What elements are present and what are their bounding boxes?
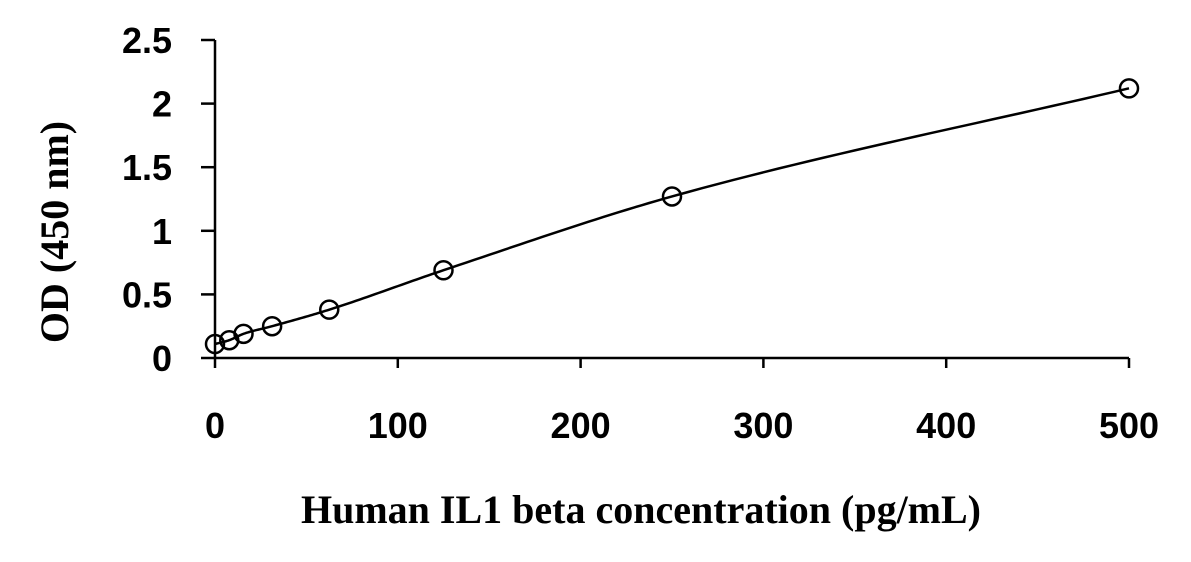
- y-tick-label: 0: [152, 338, 172, 379]
- data-point: [233, 323, 254, 345]
- fit-curve: [214, 87, 1130, 346]
- y-tick-label: 1.5: [122, 147, 172, 188]
- y-axis-title: OD (450 nm): [32, 121, 77, 343]
- x-tick-label: 200: [551, 405, 611, 446]
- y-tick-label: 2.5: [122, 20, 172, 61]
- data-points: [204, 78, 1140, 355]
- x-tick-label: 300: [733, 405, 793, 446]
- x-tick-label: 0: [205, 405, 225, 446]
- x-axis-title: Human IL1 beta concentration (pg/mL): [301, 487, 981, 532]
- y-axis-ticks: 0 0.5 1 1.5 2 2.5: [122, 20, 215, 379]
- x-tick-label: 100: [368, 405, 428, 446]
- data-point: [261, 315, 283, 337]
- x-tick-label: 400: [916, 405, 976, 446]
- y-tick-label: 0.5: [122, 274, 172, 315]
- data-point: [661, 186, 683, 207]
- x-axis-ticks: 0 100 200 300 400 500: [205, 358, 1159, 446]
- y-tick-label: 1: [152, 211, 172, 252]
- data-point: [319, 299, 340, 320]
- data-point: [204, 333, 226, 355]
- data-point: [433, 259, 454, 281]
- x-tick-label: 500: [1099, 405, 1159, 446]
- data-point: [1118, 78, 1140, 99]
- axes: [213, 40, 1129, 360]
- y-tick-label: 2: [152, 84, 172, 125]
